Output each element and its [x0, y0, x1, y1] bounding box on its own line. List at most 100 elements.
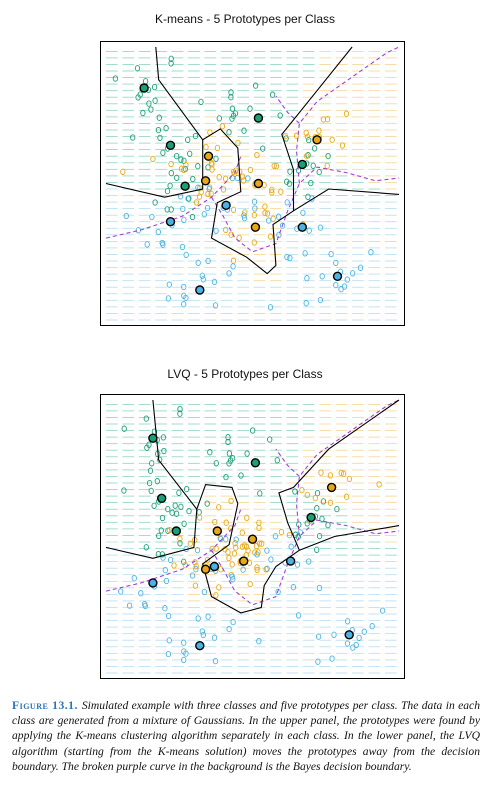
data-point-blue	[213, 227, 219, 234]
data-point-green	[184, 485, 190, 493]
prototypes	[139, 83, 343, 295]
data-point-green	[176, 489, 182, 496]
prototype-blue	[165, 216, 176, 227]
data-point-blue	[181, 283, 187, 291]
data-point-green	[121, 425, 127, 432]
data-point-orange	[282, 132, 288, 140]
data-point-blue	[181, 216, 187, 224]
data-point-orange	[312, 494, 318, 502]
bayes-boundary-segment	[295, 46, 400, 184]
data-point-blue	[144, 241, 150, 248]
data-point-blue	[185, 195, 191, 202]
data-point-blue	[284, 199, 290, 206]
data-point-green	[160, 434, 167, 441]
prototype-green	[250, 458, 261, 468]
data-point-green	[172, 502, 178, 509]
data-point-orange	[220, 186, 227, 193]
data-point-green	[177, 410, 183, 417]
data-point-blue	[160, 554, 166, 561]
data-point-blue	[206, 185, 212, 193]
data-point-green	[225, 434, 231, 441]
data-point-blue	[338, 286, 344, 293]
data-point-orange	[254, 566, 260, 574]
prototype-blue	[221, 200, 231, 211]
data-point-green	[177, 405, 183, 413]
data-point-green	[155, 126, 162, 134]
data-point-green	[148, 106, 154, 113]
bayes-boundary-segment	[105, 509, 242, 592]
figure-caption: Figure 13.1. Simulated example with three…	[12, 698, 480, 774]
data-point-green	[192, 132, 199, 140]
data-point-blue	[303, 300, 309, 307]
data-point-green	[157, 134, 163, 142]
data-point-green	[306, 136, 312, 144]
prototype-green	[171, 526, 182, 536]
data-point-blue	[211, 278, 218, 286]
data-point-green	[314, 505, 320, 512]
bayes-boundary-segment	[105, 156, 242, 239]
data-point-orange	[239, 173, 246, 180]
data-point-orange	[197, 514, 203, 521]
data-point-green	[228, 89, 234, 96]
data-point-green	[316, 168, 322, 176]
data-point-green	[187, 150, 193, 157]
data-point-orange	[346, 475, 353, 483]
data-point-blue	[205, 257, 211, 265]
data-point-blue	[226, 625, 232, 633]
data-point-green	[190, 175, 196, 183]
prototype-green	[253, 113, 264, 123]
data-point-blue	[276, 231, 282, 239]
data-point-green	[252, 82, 259, 89]
data-point-orange	[343, 493, 350, 500]
data-point-orange	[230, 206, 237, 213]
data-point-blue	[165, 612, 172, 620]
data-point-green	[146, 100, 152, 107]
data-point-green	[173, 152, 180, 160]
data-point-blue	[167, 556, 174, 564]
data-point-blue	[162, 605, 168, 612]
data-point-green	[334, 505, 340, 513]
data-point-orange	[271, 162, 277, 170]
data-point-green	[185, 136, 191, 143]
data-point-orange	[239, 529, 245, 536]
data-point-green	[154, 478, 160, 485]
data-point-blue	[126, 602, 133, 609]
data-point-blue	[155, 228, 161, 236]
data-point-orange	[304, 491, 310, 499]
data-point-blue	[123, 212, 129, 220]
data-point-blue	[275, 213, 282, 220]
data-point-blue	[361, 628, 367, 635]
data-point-green	[173, 510, 180, 517]
data-point-orange	[177, 535, 183, 542]
data-point-green	[232, 110, 239, 117]
data-point-blue	[316, 584, 323, 592]
prototype-blue	[209, 561, 220, 572]
data-point-orange	[230, 168, 237, 176]
data-point-blue	[138, 590, 144, 597]
data-point-green	[198, 98, 204, 106]
data-point-green	[213, 155, 219, 162]
data-point-blue	[205, 613, 211, 620]
data-point-orange	[193, 563, 199, 570]
data-point-blue	[199, 628, 205, 635]
data-point-green	[168, 55, 174, 62]
data-point-orange	[299, 486, 305, 494]
data-point-blue	[264, 547, 270, 554]
data-point-blue	[199, 272, 205, 279]
data-point-green	[168, 60, 174, 67]
data-point-orange	[329, 136, 335, 143]
data-point-blue	[201, 588, 208, 596]
data-point-blue	[331, 631, 337, 638]
data-point-green	[314, 489, 321, 497]
data-point-green	[325, 152, 331, 160]
data-point-green	[157, 456, 163, 463]
prototype-blue	[332, 271, 343, 282]
data-point-blue	[306, 227, 312, 234]
data-point-green	[147, 467, 154, 474]
prototype-blue	[195, 640, 205, 651]
data-point-orange	[304, 133, 311, 141]
data-point-orange	[219, 123, 226, 130]
data-point-green	[250, 427, 256, 434]
data-point-orange	[150, 155, 156, 163]
data-point-green	[267, 436, 273, 443]
